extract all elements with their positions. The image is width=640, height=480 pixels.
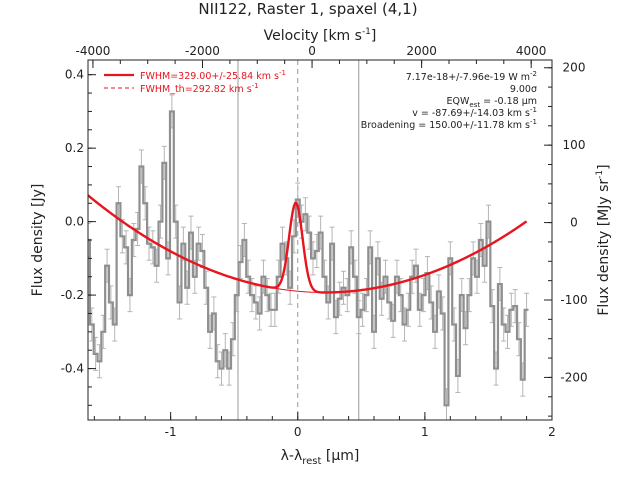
annotations: 7.17e-18+/-7.96e-19 W m-2 9.00σ EQWest =… xyxy=(361,70,537,131)
x-tick-label: 2 xyxy=(548,425,556,439)
axes: -1 0 1 2-4000 -2000 0 2000 4000-0.4-0.20.00.20.… xyxy=(61,44,588,439)
annotation-sigma: 9.00σ xyxy=(510,84,537,95)
y-tick-label: 0.4 xyxy=(65,68,84,82)
top-tick-label: 0 xyxy=(308,44,316,58)
x-axis-label-sub: rest xyxy=(302,456,321,467)
right-axis-label: Flux density [MJy sr-1] xyxy=(595,164,612,315)
right-tick-label: 100 xyxy=(563,138,586,152)
top-axis-label: Velocity [km s-1] xyxy=(264,27,377,44)
plot-clip-group xyxy=(88,60,530,420)
top-tick-label: 4000 xyxy=(516,44,547,58)
y-tick-label: 0.2 xyxy=(65,141,84,155)
x-tick-label: -1 xyxy=(165,425,177,439)
x-tick-label: 0 xyxy=(294,425,302,439)
gaussian-fit-line xyxy=(88,194,528,294)
spectrum-step-line xyxy=(88,110,529,407)
annotation-velocity: v = -87.69+/-14.03 km s-1 xyxy=(412,106,537,119)
top-tick-label: -2000 xyxy=(185,44,220,58)
y-axis-label: Flux density [Jy] xyxy=(30,184,46,297)
top-tick-label: 2000 xyxy=(406,44,437,58)
right-tick-label: -100 xyxy=(560,293,587,307)
chart-title: NII122, Raster 1, spaxel (4,1) xyxy=(198,0,417,18)
legend-entry-fwhm: FWHM=329.00+/-25.84 km s-1 xyxy=(140,69,286,82)
right-tick-label: -200 xyxy=(560,370,587,384)
right-tick-label: 200 xyxy=(563,61,586,75)
legend: FWHM=329.00+/-25.84 km s-1 FWHM_th=292.8… xyxy=(104,69,286,95)
annotation-eqw: EQWest = -0.18 μm xyxy=(447,96,537,109)
annotation-broadening: Broadening = 150.00+/-11.78 km s-1 xyxy=(361,118,537,131)
y-tick-label: -0.4 xyxy=(61,362,84,376)
x-tick-label: 1 xyxy=(421,425,429,439)
y-tick-label: 0.0 xyxy=(65,215,84,229)
annotation-flux: 7.17e-18+/-7.96e-19 W m-2 xyxy=(406,70,537,83)
x-axis-label: λ-λrest [μm] xyxy=(281,448,360,467)
y-tick-label: -0.2 xyxy=(61,288,84,302)
legend-entry-fwhm-th: FWHM_th=292.82 km s-1 xyxy=(140,82,259,95)
right-tick-label: 0 xyxy=(570,216,578,230)
plot-area xyxy=(88,60,530,420)
top-tick-label: -4000 xyxy=(75,44,110,58)
baseline-fit-line xyxy=(88,194,527,293)
